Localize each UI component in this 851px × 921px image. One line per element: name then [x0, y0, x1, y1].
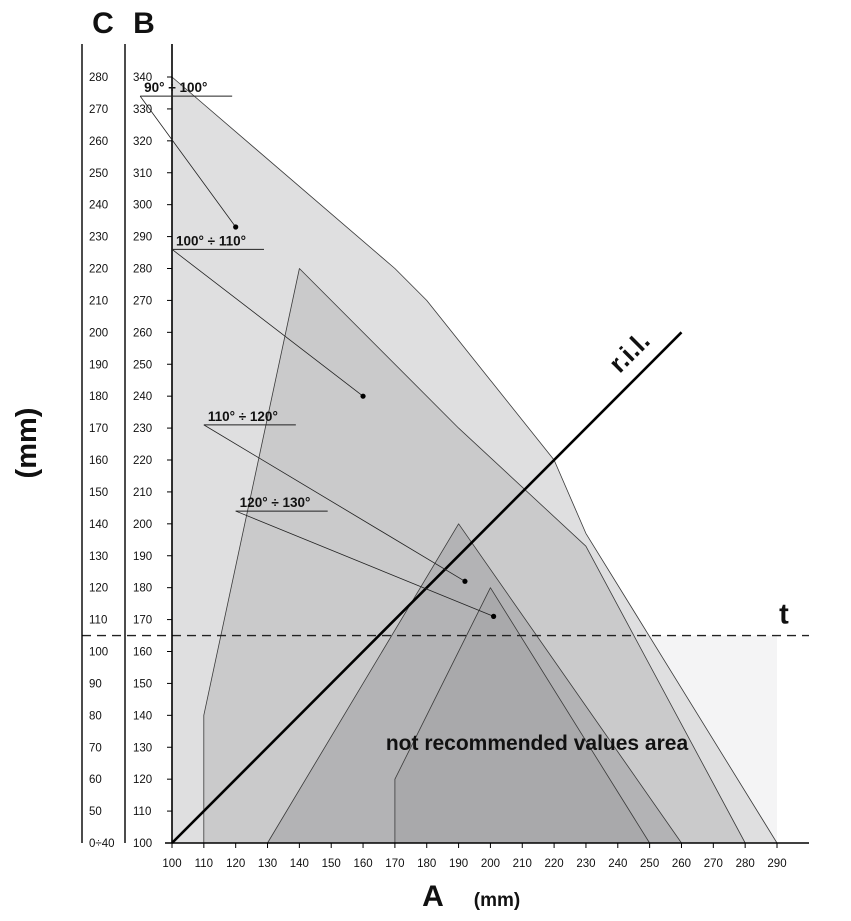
c-tick-label: 180: [89, 391, 108, 403]
c-tick-label: 250: [89, 168, 108, 180]
axis-b-title: B: [133, 7, 155, 40]
c-tick-label: 140: [89, 519, 108, 531]
not-recommended-label: not recommended values area: [386, 732, 689, 755]
leader-line-4: [235, 510, 494, 617]
region-labels: 90° ÷ 100° 100° ÷ 110° 110° ÷ 120° 120° ÷ 1…: [139, 80, 497, 619]
b-tick-label: 270: [133, 295, 152, 307]
a-tick-label: 200: [481, 858, 500, 870]
region-dot-2: [360, 393, 366, 399]
c-tick-label: 240: [89, 200, 108, 212]
b-tick-label: 190: [133, 551, 152, 563]
b-tick-label: 100: [133, 838, 152, 850]
b-tick-label: 340: [133, 72, 152, 84]
a-tick-label: 280: [736, 858, 755, 870]
c-tick-label: 200: [89, 327, 108, 339]
a-tick-label: 250: [640, 858, 659, 870]
x-axis-title: A: [422, 880, 444, 913]
c-tick-label: 50: [89, 806, 102, 818]
a-tick-label: 210: [513, 858, 532, 870]
c-tick-label: 130: [89, 551, 108, 563]
axis-c-title: C: [92, 7, 114, 40]
region-dot-4: [491, 613, 497, 619]
a-tick-label: 220: [545, 858, 564, 870]
c-tick-label: 90: [89, 678, 102, 690]
region-dot-1: [233, 224, 239, 230]
a-tick-label: 120: [226, 858, 245, 870]
a-tick-label: 260: [672, 858, 691, 870]
c-tick-label: 80: [89, 710, 102, 722]
c-tick-label: 0÷40: [89, 838, 115, 850]
b-tick-label: 250: [133, 359, 152, 371]
b-tick-label: 160: [133, 647, 152, 659]
a-tick-label: 150: [322, 858, 341, 870]
axes: [81, 44, 809, 848]
b-tick-label: 130: [133, 742, 152, 754]
leader-line-3: [203, 424, 466, 582]
a-tick-label: 190: [449, 858, 468, 870]
ril-label: r.i.l.: [603, 326, 656, 379]
c-tick-label: 280: [89, 72, 108, 84]
a-tick-label: 130: [258, 858, 277, 870]
b-tick-label: 300: [133, 200, 152, 212]
a-tick-label: 270: [704, 858, 723, 870]
a-tick-label: 230: [576, 858, 595, 870]
ril-line: [171, 331, 683, 844]
a-tick-label: 100: [162, 858, 181, 870]
t-label: t: [779, 599, 789, 631]
b-tick-label: 170: [133, 615, 152, 627]
b-tick-label: 140: [133, 710, 152, 722]
b-tick-label: 180: [133, 583, 152, 595]
c-tick-label: 70: [89, 742, 102, 754]
c-tick-label: 100: [89, 647, 108, 659]
region-label-2: 100° ÷ 110°: [176, 233, 246, 248]
c-tick-label: 120: [89, 583, 108, 595]
b-tick-label: 320: [133, 136, 152, 148]
c-tick-label: 110: [89, 615, 107, 627]
c-tick-label: 220: [89, 264, 108, 276]
region-label-3: 110° ÷ 120°: [208, 409, 278, 424]
b-tick-label: 110: [133, 806, 151, 818]
b-tick-label: 150: [133, 678, 152, 690]
b-tick-label: 240: [133, 391, 152, 403]
a-tick-label: 160: [353, 858, 372, 870]
region-label-1: 90° ÷ 100°: [144, 80, 207, 95]
a-tick-label: 180: [417, 858, 436, 870]
x-unit-label: (mm): [474, 890, 520, 911]
b-tick-label: 280: [133, 264, 152, 276]
leader-line-1: [139, 95, 237, 228]
c-tick-label: 170: [89, 423, 108, 435]
y-unit-label: (mm): [11, 408, 43, 479]
c-tick-label: 190: [89, 359, 108, 371]
c-tick-label: 150: [89, 487, 108, 499]
a-tick-label: 290: [767, 858, 786, 870]
a-tick-label: 240: [608, 858, 627, 870]
region-fills: [171, 76, 778, 844]
tick-labels: 100 110 120 130 140 150 160 170 180 190 200 210 220 2…: [89, 72, 787, 870]
b-tick-label: 230: [133, 423, 152, 435]
c-tick-label: 260: [89, 136, 108, 148]
leader-line-2: [171, 249, 364, 397]
b-tick-label: 330: [133, 104, 152, 116]
a-tick-label: 140: [290, 858, 309, 870]
b-tick-label: 310: [133, 168, 152, 180]
c-tick-label: 60: [89, 774, 102, 786]
region-dot-3: [462, 578, 468, 584]
a-tick-label: 170: [385, 858, 404, 870]
b-tick-label: 210: [133, 487, 152, 499]
c-tick-label: 160: [89, 455, 108, 467]
b-tick-label: 290: [133, 232, 152, 244]
b-tick-label: 220: [133, 455, 152, 467]
b-tick-label: 200: [133, 519, 152, 531]
a-tick-label: 110: [195, 858, 213, 870]
b-tick-label: 260: [133, 327, 152, 339]
c-tick-label: 270: [89, 104, 108, 116]
region-label-4: 120° ÷ 130°: [240, 495, 311, 510]
c-tick-label: 230: [89, 232, 108, 244]
c-tick-label: 210: [89, 295, 108, 307]
b-tick-label: 120: [133, 774, 152, 786]
